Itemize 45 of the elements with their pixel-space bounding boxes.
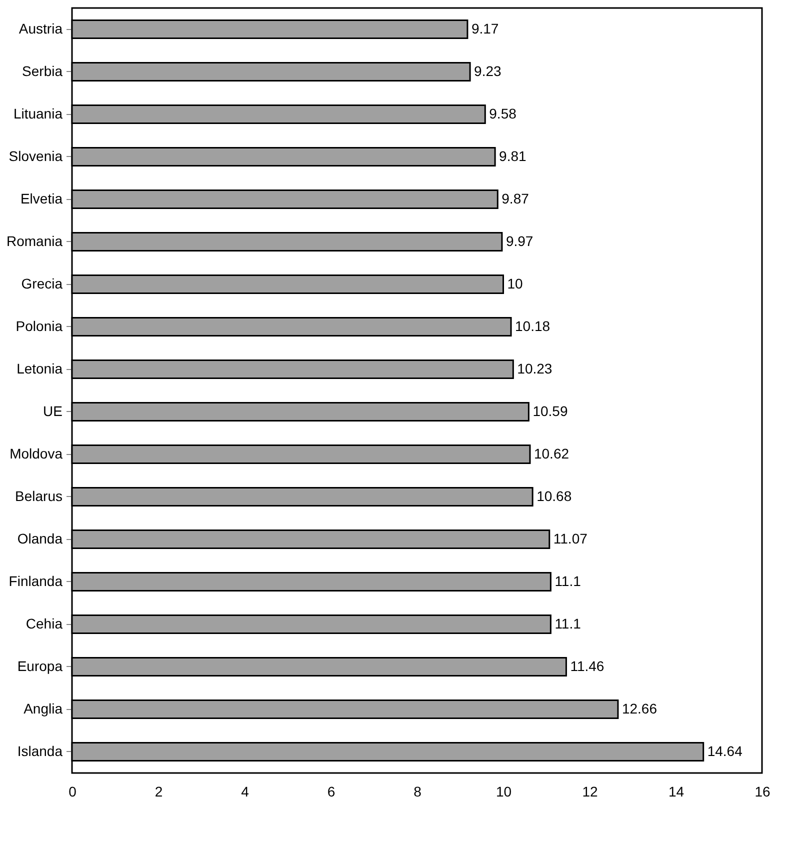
y-tick-label: Elvetia xyxy=(20,190,63,206)
y-tick-label: Finlanda xyxy=(8,572,63,589)
y-tick-label: Europa xyxy=(17,658,63,674)
data-label: 11.1 xyxy=(554,572,582,589)
data-label: 9.58 xyxy=(489,105,517,122)
y-tick-label: Belarus xyxy=(15,488,62,504)
y-tick-label: Lituania xyxy=(13,105,63,122)
y-tick-label: UE xyxy=(43,402,62,419)
data-label: 11.07 xyxy=(553,530,588,546)
data-label: 9.23 xyxy=(474,62,502,79)
data-label: 10.62 xyxy=(534,445,570,462)
x-tick-label: 2 xyxy=(154,784,163,800)
y-tick-label: Cehia xyxy=(26,615,63,632)
y-tick-label: Serbia xyxy=(22,62,63,79)
data-label: 10.59 xyxy=(532,402,568,419)
data-label: 11.46 xyxy=(570,658,604,674)
data-label: 14.64 xyxy=(707,742,743,759)
data-label: 10 xyxy=(507,275,524,292)
data-label: 12.66 xyxy=(622,700,658,716)
y-tick-label: Islanda xyxy=(17,742,63,759)
x-tick-label: 12 xyxy=(582,784,598,800)
y-tick-label: Polonia xyxy=(16,318,63,334)
x-tick-label: 10 xyxy=(496,784,512,800)
data-label: 9.17 xyxy=(471,20,499,36)
y-tick-label: Olanda xyxy=(17,530,63,546)
data-label: 10.23 xyxy=(517,360,552,376)
x-tick-label: 0 xyxy=(68,784,77,800)
y-tick-label: Moldova xyxy=(10,445,63,462)
x-tick-label: 14 xyxy=(668,784,684,800)
y-tick-label: Slovenia xyxy=(8,148,63,164)
y-tick-label: Anglia xyxy=(24,700,63,716)
y-tick-label: Romania xyxy=(6,232,63,249)
data-label: 11.1 xyxy=(554,615,582,632)
x-tick-label: 16 xyxy=(754,784,770,800)
x-tick-label: 8 xyxy=(414,784,422,800)
y-tick-label: Austria xyxy=(18,20,63,36)
x-tick-label: 6 xyxy=(327,784,336,800)
data-label: 9.97 xyxy=(506,232,534,249)
data-label: 10.68 xyxy=(536,488,572,504)
data-label: 9.81 xyxy=(499,148,527,164)
y-tick-label: Letonia xyxy=(16,360,63,376)
y-tick-label: Grecia xyxy=(21,275,63,292)
x-tick-label: 4 xyxy=(241,784,250,800)
data-label: 10.18 xyxy=(515,318,550,334)
data-label: 9.87 xyxy=(502,190,530,206)
